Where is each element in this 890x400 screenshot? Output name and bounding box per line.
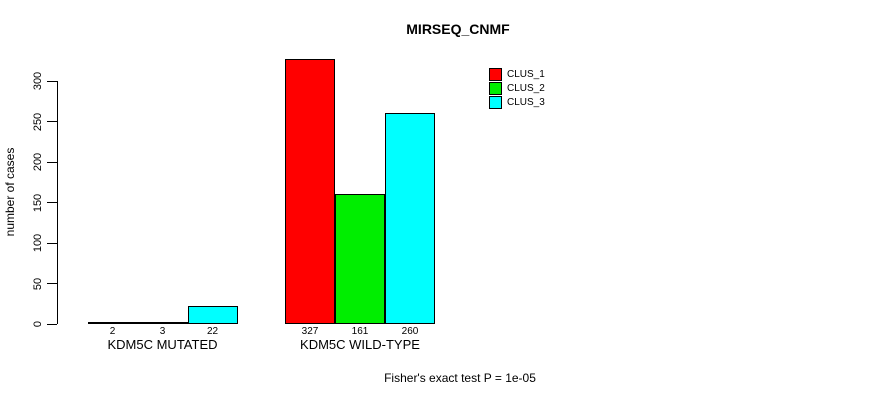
y-tick (47, 242, 57, 244)
y-tick-label: 300 (32, 71, 44, 91)
y-axis-line (57, 81, 58, 324)
bar-clus_3 (187, 306, 238, 324)
legend-label: CLUS_3 (507, 96, 545, 108)
y-tick-label: 150 (32, 193, 44, 212)
y-tick (47, 323, 57, 325)
legend-row: CLUS_1 (489, 67, 545, 81)
bar-value-label: 327 (301, 326, 319, 337)
bar-value-label: 161 (351, 326, 369, 337)
bar-clus_1 (87, 322, 138, 325)
y-tick (47, 121, 57, 122)
bar-clus_1 (285, 59, 335, 324)
bar-value-label: 260 (401, 326, 419, 337)
y-tick-label: 100 (32, 233, 44, 253)
y-tick (47, 283, 57, 284)
chart-title: MIRSEQ_CNMF (406, 21, 510, 37)
y-tick-label: 250 (32, 112, 44, 131)
y-axis-label: number of cases (3, 147, 17, 237)
y-tick (47, 161, 57, 163)
legend-swatch-clus_2 (489, 81, 502, 95)
bar-clus_2 (137, 321, 188, 324)
bar-clus_3 (385, 113, 435, 324)
bar-value-label: 2 (109, 326, 116, 337)
legend-row: CLUS_2 (489, 81, 545, 95)
bar-value-label: 3 (159, 326, 166, 337)
y-tick (47, 202, 57, 203)
x-group-label: KDM5C MUTATED (107, 337, 218, 352)
y-tick (47, 80, 57, 82)
y-tick-label: 200 (32, 152, 44, 172)
legend-row: CLUS_3 (489, 95, 545, 109)
caption-fishers-test: Fisher's exact test P = 1e-05 (384, 371, 536, 385)
legend-label: CLUS_1 (507, 68, 545, 80)
y-tick-label: 0 (32, 320, 44, 328)
legend-label: CLUS_2 (507, 82, 545, 94)
x-group-label: KDM5C WILD-TYPE (300, 337, 420, 352)
y-tick-label: 50 (32, 277, 44, 290)
legend-swatch-clus_1 (489, 67, 502, 81)
bar-value-label: 22 (206, 326, 219, 337)
bar-clus_2 (335, 193, 385, 324)
legend-swatch-clus_3 (489, 95, 502, 109)
